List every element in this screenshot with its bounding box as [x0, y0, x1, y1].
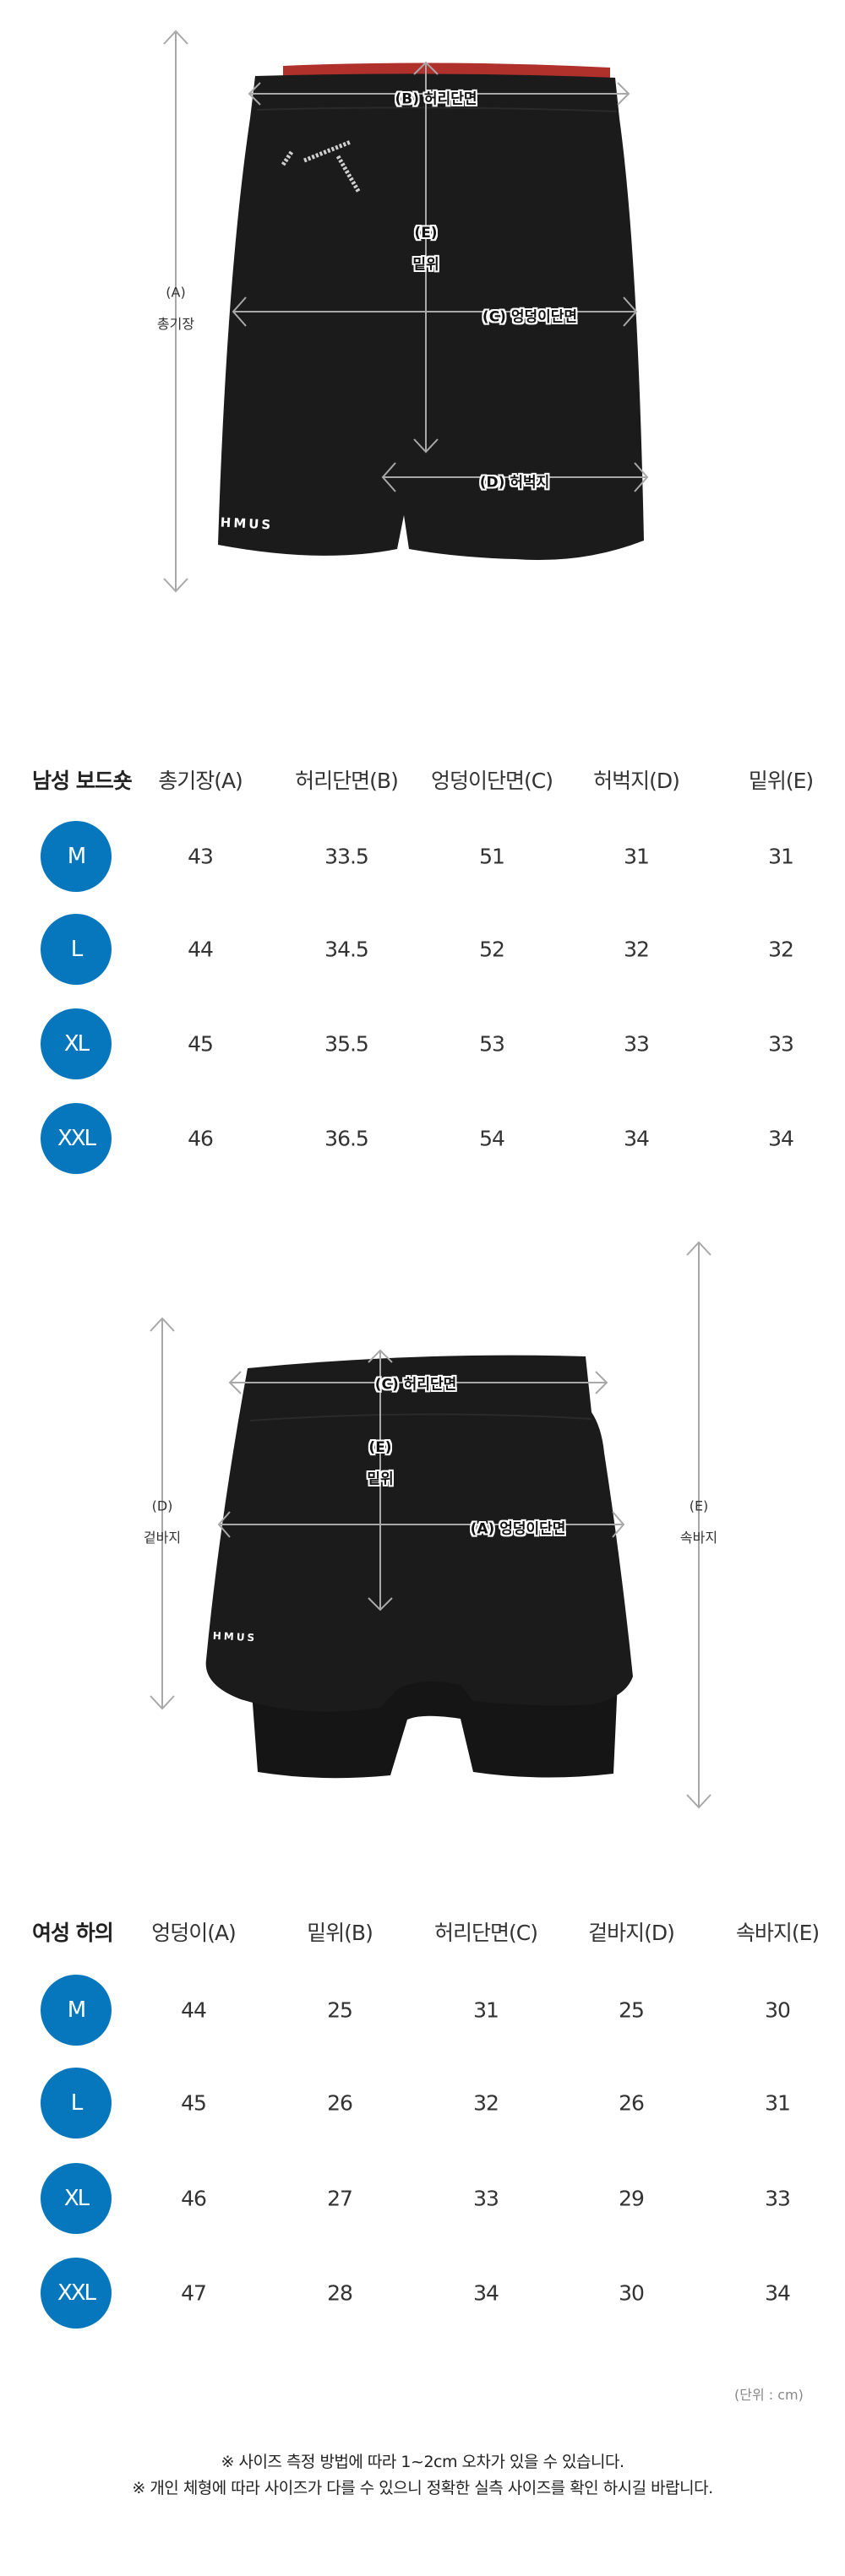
table-cell: 30: [619, 2280, 645, 2306]
rise-code: (E): [414, 225, 438, 242]
size-badge: L: [41, 2068, 112, 2139]
women-measure-arrows: [150, 1241, 711, 1809]
women-rise-label: 밑위: [367, 1470, 394, 1488]
table-cell: 26: [619, 2090, 645, 2116]
size-badge: XL: [41, 2163, 112, 2234]
table-cell: 30: [765, 1997, 791, 2023]
women-shorts-diagram: [150, 1241, 711, 1809]
inner-length-label: 속바지: [679, 1530, 718, 1546]
column-header: 밑위(E): [748, 769, 814, 793]
table-cell: 33: [473, 2186, 499, 2211]
table-cell: 33.5: [324, 844, 369, 869]
men-measure-arrows: [163, 30, 649, 593]
women-hip-label: (A) 엉덩이단면: [470, 1520, 566, 1538]
table-cell: 31: [624, 844, 650, 869]
column-header: 속바지(E): [735, 1921, 820, 1945]
table-cell: 28: [327, 2280, 353, 2306]
table-cell: 44: [181, 1997, 207, 2023]
table-cell: 46: [181, 2186, 207, 2211]
table-cell: 29: [619, 2186, 645, 2211]
table-row: L 45 26 32 26 31: [0, 2068, 845, 2139]
table-cell: 43: [188, 844, 214, 869]
table-cell: 34.5: [324, 937, 369, 962]
women-waist-label: (C) 허리단면: [374, 1376, 457, 1394]
size-badge: XXL: [41, 1103, 112, 1174]
table-cell: 52: [479, 937, 505, 962]
table-header: 남성 보드숏 총기장(A) 허리단면(B) 엉덩이단면(C) 허벅지(D) 밑위(E): [0, 758, 845, 801]
column-header: 허리단면(C): [434, 1921, 538, 1945]
table-title: 여성 하의: [32, 1921, 114, 1945]
size-badge: M: [41, 1975, 112, 2046]
table-cell: 33: [765, 2186, 791, 2211]
table-row: XXL 47 28 34 30 34: [0, 2258, 845, 2329]
men-shorts-diagram: [163, 30, 649, 593]
table-cell: 31: [768, 844, 794, 869]
hip-label: (C) 엉덩이단면: [482, 308, 578, 326]
column-header: 겉바지(D): [588, 1921, 675, 1945]
women-shorts-image: [205, 1355, 633, 1779]
table-cell: 32: [624, 937, 650, 962]
rise-label: 밑위: [412, 256, 439, 274]
table-cell: 34: [624, 1126, 650, 1151]
column-header: 엉덩이단면(C): [431, 769, 553, 793]
table-cell: 27: [327, 2186, 353, 2211]
table-cell: 31: [765, 2090, 791, 2116]
table-cell: 44: [188, 937, 214, 962]
note-measurement-error: ※ 사이즈 측정 방법에 따라 1~2cm 오차가 있을 수 있습니다.: [221, 2453, 624, 2471]
column-header: 허리단면(B): [295, 769, 399, 793]
table-cell: 36.5: [324, 1126, 369, 1151]
table-cell: 33: [624, 1031, 650, 1057]
women-rise-code: (E): [368, 1439, 392, 1456]
table-row: XL 45 35.5 53 33 33: [0, 1008, 845, 1079]
table-row: L 44 34.5 52 32 32: [0, 914, 845, 985]
thigh-label: (D) 허벅지: [479, 474, 550, 492]
table-cell: 54: [479, 1126, 505, 1151]
table-cell: 34: [765, 2280, 791, 2306]
column-header: 총기장(A): [158, 769, 243, 793]
table-cell: 47: [181, 2280, 207, 2306]
outer-length-label: 겉바지: [143, 1530, 182, 1546]
unit-label: (단위 : cm): [734, 2387, 804, 2403]
size-badge: XXL: [41, 2258, 112, 2329]
table-cell: 45: [188, 1031, 214, 1057]
table-title: 남성 보드숏: [32, 769, 133, 793]
column-header: 엉덩이(A): [151, 1921, 237, 1945]
brand-logo: HMUS: [220, 514, 274, 533]
table-cell: 26: [327, 2090, 353, 2116]
table-row: M 43 33.5 51 31 31: [0, 821, 845, 892]
table-cell: 46: [188, 1126, 214, 1151]
total-length-code: (A): [166, 284, 186, 301]
table-cell: 53: [479, 1031, 505, 1057]
brand-logo-women: HMUS: [212, 1629, 258, 1644]
table-cell: 35.5: [324, 1031, 369, 1057]
table-cell: 32: [768, 937, 794, 962]
table-cell: 25: [619, 1997, 645, 2023]
men-shorts-image: [218, 62, 644, 561]
table-cell: 45: [181, 2090, 207, 2116]
table-row: M 44 25 31 25 30: [0, 1975, 845, 2046]
note-body-type: ※ 개인 체형에 따라 사이즈가 다를 수 있으니 정확한 실측 사이즈를 확인…: [132, 2479, 713, 2497]
column-header: 허벅지(D): [593, 769, 680, 793]
size-badge: XL: [41, 1008, 112, 1079]
table-row: XL 46 27 33 29 33: [0, 2163, 845, 2234]
table-cell: 25: [327, 1997, 353, 2023]
table-cell: 34: [768, 1126, 794, 1151]
table-cell: 34: [473, 2280, 499, 2306]
table-cell: 51: [479, 844, 505, 869]
inner-length-code: (E): [689, 1497, 709, 1514]
outer-length-code: (D): [151, 1497, 173, 1514]
size-badge: L: [41, 914, 112, 985]
total-length-label: 총기장: [156, 316, 195, 332]
table-cell: 32: [473, 2090, 499, 2116]
table-header: 여성 하의 엉덩이(A) 밑위(B) 허리단면(C) 겉바지(D) 속바지(E): [0, 1910, 845, 1953]
table-cell: 33: [768, 1031, 794, 1057]
column-header: 밑위(B): [307, 1921, 373, 1945]
waist-label: (B) 허리단면: [395, 90, 477, 108]
table-row: XXL 46 36.5 54 34 34: [0, 1103, 845, 1174]
table-cell: 31: [473, 1997, 499, 2023]
size-badge: M: [41, 821, 112, 892]
